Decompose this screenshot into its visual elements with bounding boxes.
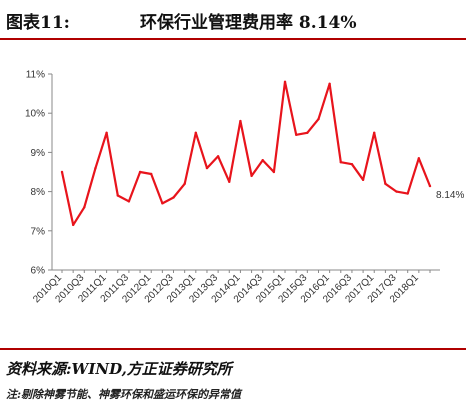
data-point [116,194,119,197]
data-point [138,170,142,174]
series-line [60,80,432,226]
data-point [417,157,421,160]
data-point [60,170,64,174]
data-point [428,184,432,188]
source-text: 资料来源:WIND,方正证券研究所 [6,360,232,378]
data-point [328,82,331,85]
line-chart: 6% 7% 8% 9% 10% 11% 2010Q12010Q32011Q12011Q32… [25,70,464,306]
data-point [339,161,342,164]
data-point [94,166,97,170]
title-bar: 图表11: 环保行业管理费用率 8.14% [0,0,466,40]
data-point [194,131,198,134]
data-point [172,196,175,199]
note-text: 注:剔除神雾节能、神雾环保和盛运环保的异常值 [6,388,242,401]
data-point [317,117,320,121]
data-point [71,223,75,227]
y-tick-label: 10% [25,109,45,120]
y-tick-label: 6% [31,266,46,277]
data-point [272,170,276,174]
y-tick-label: 9% [31,148,46,159]
data-point [395,190,398,193]
data-point [361,178,365,182]
data-point [250,174,253,178]
data-point [127,200,131,203]
y-tick-label: 8% [31,187,46,198]
data-point [261,159,264,162]
data-point [183,182,186,185]
data-point [350,162,354,166]
data-point [406,192,409,195]
data-point [83,206,86,209]
data-point [205,166,209,170]
footer: 资料来源:WIND,方正证券研究所 注:剔除神雾节能、神雾环保和盛运环保的异常值 [0,348,466,408]
end-value-label: 8.14% [436,190,464,201]
data-point [294,133,298,136]
series-group [60,80,432,227]
x-axis: 2010Q12010Q32011Q12011Q32012Q12012Q32013… [31,269,440,305]
data-point [161,202,164,205]
data-point [150,172,153,176]
data-point [384,182,387,185]
chart-title: 环保行业管理费用率 8.14% [140,13,357,33]
data-point [306,131,309,134]
y-axis: 6% 7% 8% 9% 10% 11% [25,70,53,277]
data-point [216,155,220,158]
data-point [373,131,376,134]
y-tick-label: 11% [26,70,45,81]
y-tick-label: 7% [31,226,46,237]
figure-label: 图表11: [6,13,70,33]
data-point [228,180,231,183]
data-point [283,80,287,84]
data-point [105,131,108,134]
data-point [239,119,242,123]
